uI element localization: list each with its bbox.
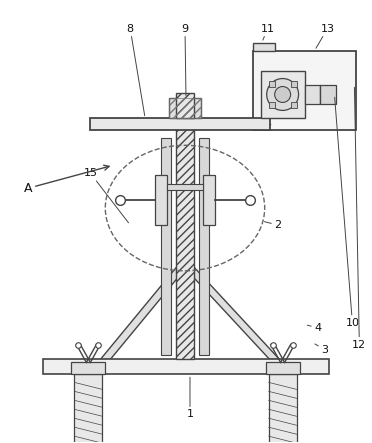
- Bar: [176, 93, 194, 118]
- Bar: [71, 362, 105, 374]
- Circle shape: [275, 86, 291, 102]
- Text: 10: 10: [335, 97, 359, 328]
- Polygon shape: [180, 263, 280, 359]
- Text: 3: 3: [315, 344, 328, 354]
- Bar: [199, 138, 209, 354]
- Text: 15: 15: [83, 168, 128, 223]
- Bar: [321, 85, 336, 105]
- Bar: [266, 362, 299, 374]
- Bar: [169, 98, 201, 118]
- Bar: [155, 175, 167, 225]
- Text: 12: 12: [352, 87, 366, 350]
- Text: 13: 13: [316, 24, 334, 48]
- Circle shape: [267, 78, 299, 110]
- Bar: [161, 138, 171, 354]
- Text: 1: 1: [186, 377, 193, 419]
- Bar: [167, 184, 203, 190]
- Polygon shape: [100, 263, 190, 359]
- Bar: [253, 43, 275, 51]
- Bar: [74, 374, 102, 443]
- Bar: [176, 123, 194, 359]
- Bar: [269, 374, 296, 443]
- Text: 2: 2: [264, 220, 281, 230]
- Text: 9: 9: [182, 24, 189, 96]
- Text: A: A: [24, 165, 109, 194]
- Bar: [169, 98, 201, 118]
- Bar: [90, 118, 270, 130]
- Bar: [305, 85, 321, 105]
- Bar: [42, 359, 330, 374]
- Text: 11: 11: [261, 24, 275, 40]
- Bar: [253, 51, 356, 130]
- Bar: [261, 70, 305, 118]
- Text: 8: 8: [126, 24, 145, 116]
- Bar: [203, 175, 215, 225]
- Text: 4: 4: [307, 323, 321, 333]
